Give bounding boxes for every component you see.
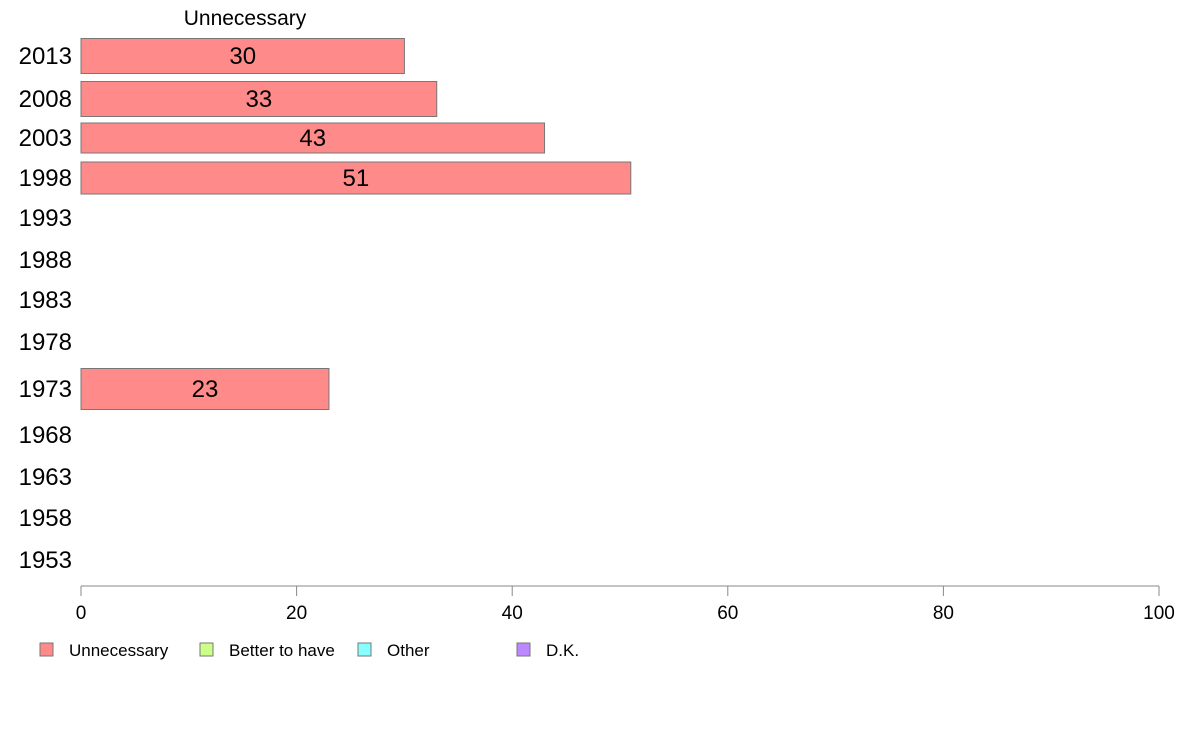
category-label-2008: 2008 xyxy=(19,86,72,113)
legend-label-unnecessary: Unnecessary xyxy=(69,641,169,660)
legend-swatch-better-to-have xyxy=(199,642,214,657)
category-label-1958: 1958 xyxy=(19,505,72,532)
category-label-1993: 1993 xyxy=(19,205,72,232)
legend-swatch-other xyxy=(357,642,372,657)
category-label-1978: 1978 xyxy=(19,329,72,356)
bar-1973 xyxy=(80,368,330,410)
category-label-2003: 2003 xyxy=(19,125,72,152)
x-tick-label-40: 40 xyxy=(502,603,523,624)
category-label-1968: 1968 xyxy=(19,422,72,449)
bar-2013 xyxy=(80,38,405,74)
bar-1998 xyxy=(80,161,632,195)
x-tick-label-100: 100 xyxy=(1143,603,1175,624)
category-label-1983: 1983 xyxy=(19,287,72,314)
category-label-1973: 1973 xyxy=(19,376,72,403)
legend-label-d-k: D.K. xyxy=(546,641,579,660)
bar-value-label-2008: 33 xyxy=(246,86,273,113)
x-tick-label-80: 80 xyxy=(933,603,954,624)
bar-value-label-2013: 30 xyxy=(229,43,256,70)
legend-label-better-to-have: Better to have xyxy=(229,641,335,660)
legend-label-other: Other xyxy=(387,641,430,660)
bar-2003 xyxy=(80,122,546,154)
category-label-1988: 1988 xyxy=(19,247,72,274)
x-tick-label-20: 20 xyxy=(286,603,307,624)
category-label-1963: 1963 xyxy=(19,464,72,491)
category-labels: 2013 2008 2003 1998 1993 1988 1983 1978 1973 1968… xyxy=(19,43,72,574)
category-label-1998: 1998 xyxy=(19,165,72,192)
bar-value-label-1973: 23 xyxy=(192,376,219,403)
series-title: Unnecessary xyxy=(184,7,307,30)
x-tick-label-0: 0 xyxy=(76,603,87,624)
x-axis: 0 20 40 60 80 100 xyxy=(76,585,1175,624)
bar-value-label-1998: 51 xyxy=(343,165,370,192)
category-label-2013: 2013 xyxy=(19,43,72,70)
category-label-1953: 1953 xyxy=(19,547,72,574)
legend-swatch-d-k xyxy=(516,642,531,657)
legend-swatch-unnecessary xyxy=(39,642,54,657)
x-tick-label-60: 60 xyxy=(717,603,738,624)
bar-value-label-2003: 43 xyxy=(299,125,326,152)
bar-2008 xyxy=(80,81,438,117)
bars: 30 33 43 51 23 xyxy=(80,38,632,410)
legend: Unnecessary Better to have Other D.K. xyxy=(39,641,579,660)
